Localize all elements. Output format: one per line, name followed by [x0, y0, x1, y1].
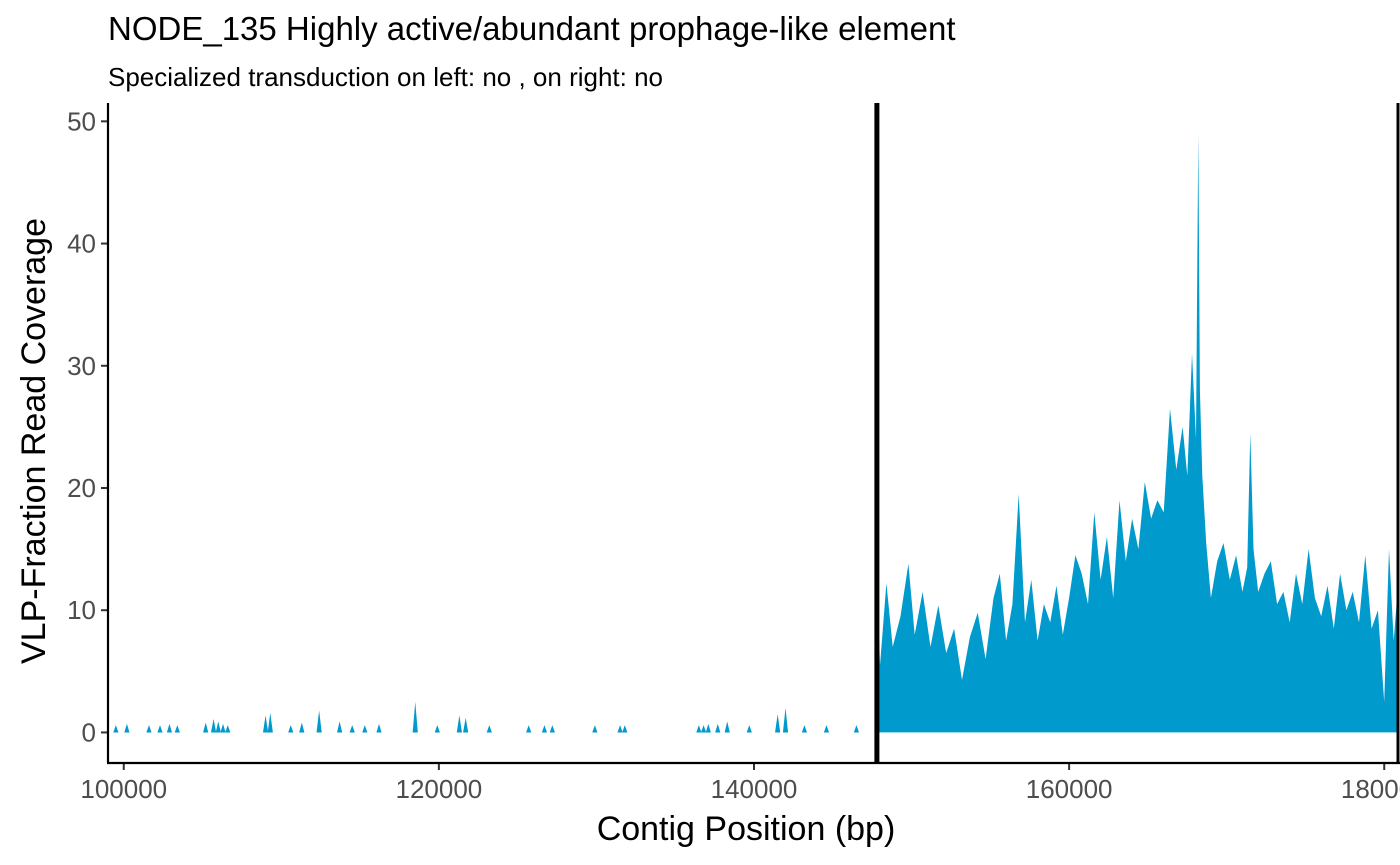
coverage-spike	[166, 723, 173, 733]
coverage-spike	[775, 714, 781, 733]
x-tick-label: 160000	[1026, 774, 1113, 804]
coverage-spike	[622, 725, 628, 733]
coverage-spike	[617, 725, 623, 733]
y-tick-label: 40	[67, 229, 96, 259]
coverage-spike	[157, 725, 163, 733]
coverage-spike	[592, 725, 598, 733]
coverage-spike	[262, 715, 269, 733]
coverage-spike	[362, 725, 368, 733]
x-tick-label: 180000	[1341, 774, 1400, 804]
x-axis-title: Contig Position (bp)	[597, 810, 896, 848]
coverage-spike	[124, 723, 130, 733]
coverage-spike	[376, 723, 382, 733]
y-tick-label: 0	[82, 717, 96, 747]
coverage-spike	[541, 725, 548, 733]
coverage-spike	[526, 725, 532, 733]
coverage-spike	[700, 725, 707, 733]
coverage-spike	[823, 725, 830, 733]
y-tick-label: 20	[67, 473, 96, 503]
chart-subtitle: Specialized transduction on left: no , o…	[108, 62, 663, 92]
coverage-spike	[225, 725, 231, 733]
coverage-spike	[337, 721, 343, 733]
coverage-spike	[113, 725, 119, 733]
x-tick-label: 140000	[711, 774, 798, 804]
y-tick-label: 10	[67, 595, 96, 625]
coverage-spike	[486, 725, 492, 733]
coverage-area-series-0	[876, 133, 1399, 733]
coverage-spike	[174, 725, 180, 733]
coverage-spike	[412, 701, 418, 733]
coverage-spike	[724, 721, 730, 733]
coverage-spike	[782, 708, 789, 733]
y-tick-label: 30	[67, 351, 96, 381]
coverage-spike	[696, 725, 702, 733]
coverage-spike	[853, 725, 860, 733]
coverage-spike	[215, 721, 221, 733]
coverage-spike	[456, 715, 462, 733]
coverage-spike	[203, 722, 209, 733]
x-tick-label: 100000	[80, 774, 167, 804]
coverage-spike	[146, 725, 152, 733]
coverage-spike	[299, 722, 305, 733]
coverage-spike	[801, 725, 808, 733]
coverage-spike	[549, 725, 555, 733]
x-tick-label: 120000	[395, 774, 482, 804]
coverage-spike	[349, 725, 355, 733]
chart-title: NODE_135 Highly active/abundant prophage…	[108, 10, 956, 47]
plot-area	[113, 103, 1400, 763]
y-tick-label: 50	[67, 106, 96, 136]
coverage-spike	[288, 725, 294, 733]
x-axis-ticks: 100000 120000 140000 160000 180000	[80, 763, 1400, 804]
coverage-spike	[267, 712, 273, 733]
coverage-spike	[220, 723, 226, 733]
y-axis-title: VLP-Fraction Read Coverage	[15, 218, 53, 664]
y-axis-ticks: 0 10 20 30 40 50	[67, 106, 108, 747]
coverage-spike	[746, 725, 752, 733]
coverage-spike	[210, 719, 217, 733]
coverage-spike	[715, 723, 721, 733]
coverage-spike	[316, 710, 322, 733]
coverage-spike	[463, 717, 469, 733]
coverage-spike	[705, 723, 711, 733]
coverage-spike	[434, 725, 440, 733]
